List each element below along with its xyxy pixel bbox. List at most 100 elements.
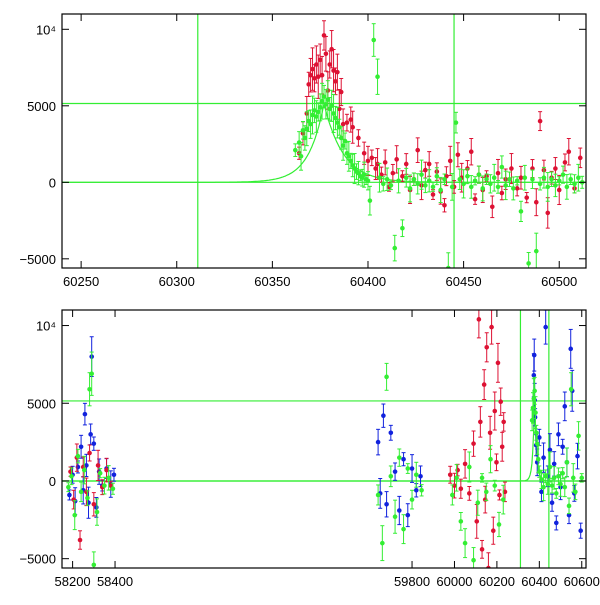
data-point (392, 462, 398, 481)
data-point (497, 489, 502, 501)
data-point (317, 93, 323, 122)
data-point (336, 118, 342, 136)
data-point (455, 463, 460, 477)
data-point (454, 464, 459, 492)
data-point (397, 448, 402, 467)
data-point (375, 58, 380, 95)
data-point (499, 155, 505, 179)
data-point (319, 82, 325, 120)
data-point (350, 110, 355, 144)
data-point (329, 89, 334, 122)
data-point (476, 165, 482, 184)
data-point (356, 129, 361, 147)
data-point (576, 421, 581, 451)
x-tick-label: 60200 (479, 574, 515, 589)
data-point (81, 455, 87, 485)
y-tick-label: 0 (49, 474, 56, 489)
data-point (564, 447, 570, 478)
data-point (442, 173, 447, 185)
data-point (430, 182, 436, 192)
data-point (401, 514, 406, 545)
data-point (382, 149, 388, 176)
data-point (471, 430, 476, 457)
data-point (568, 173, 574, 185)
data-point (397, 495, 402, 526)
data-point (545, 473, 551, 495)
data-point (78, 481, 84, 503)
data-point (549, 171, 554, 187)
y-tick-label: 10⁴ (36, 319, 56, 334)
data-point (489, 310, 494, 345)
data-point (392, 234, 398, 262)
data-point (409, 454, 415, 483)
data-point (380, 525, 385, 562)
data-point (472, 193, 478, 205)
data-point (331, 49, 336, 93)
data-point (495, 342, 501, 383)
data-point (566, 137, 572, 166)
data-point (530, 169, 535, 189)
data-point (75, 448, 81, 464)
data-point (487, 415, 493, 450)
data-point (88, 423, 93, 446)
data-point (458, 478, 464, 499)
x-tick-label: 60600 (564, 574, 600, 589)
y-tick-label: 5000 (27, 396, 56, 411)
data-point (465, 168, 470, 185)
data-point (375, 148, 380, 180)
bottom-panel: 58200 58400 59800 60000 60200 60400 60600 −5000… (19, 309, 600, 589)
x-tick-label: 60400 (350, 274, 386, 289)
data-point (564, 174, 570, 200)
data-point (511, 176, 516, 201)
data-point (562, 391, 568, 422)
data-point (415, 173, 421, 195)
data-point (543, 469, 548, 484)
data-point (533, 396, 538, 429)
data-point (481, 369, 487, 400)
data-point (72, 500, 78, 531)
data-point (462, 449, 468, 479)
data-point (475, 489, 481, 516)
data-point (479, 473, 485, 483)
data-series (66, 351, 585, 568)
y-tick-label: −5000 (19, 552, 56, 567)
data-point (479, 539, 485, 559)
data-point (553, 515, 559, 531)
data-point (498, 387, 504, 416)
x-tick-label: 60400 (521, 574, 557, 589)
data-point (488, 174, 493, 194)
data-point (442, 198, 447, 213)
x-tick-label: 60000 (436, 574, 472, 589)
data-point (568, 328, 574, 369)
data-point (335, 106, 340, 139)
data-point (543, 310, 548, 345)
plot-frame (61, 13, 587, 269)
data-point (82, 402, 88, 426)
data-point (390, 163, 396, 183)
plot-area (62, 14, 586, 268)
data-point (94, 496, 99, 518)
data-point (375, 484, 381, 506)
data-point (293, 143, 298, 158)
data-point (495, 180, 501, 194)
data-point (325, 80, 331, 120)
data-point (573, 483, 578, 501)
data-series (296, 20, 583, 229)
data-point (77, 530, 83, 550)
data-point (449, 173, 455, 201)
data-point (358, 171, 363, 182)
data-point (568, 372, 574, 407)
data-point (438, 176, 443, 204)
data-point (533, 188, 539, 217)
data-point (396, 168, 401, 194)
data-point (532, 376, 537, 405)
data-point (551, 466, 557, 490)
data-point (419, 159, 424, 190)
x-tick-label: 60500 (541, 274, 577, 289)
data-point (490, 516, 496, 545)
data-point (100, 479, 105, 496)
data-point (405, 463, 411, 474)
data-point (380, 176, 386, 192)
data-point (369, 149, 375, 167)
